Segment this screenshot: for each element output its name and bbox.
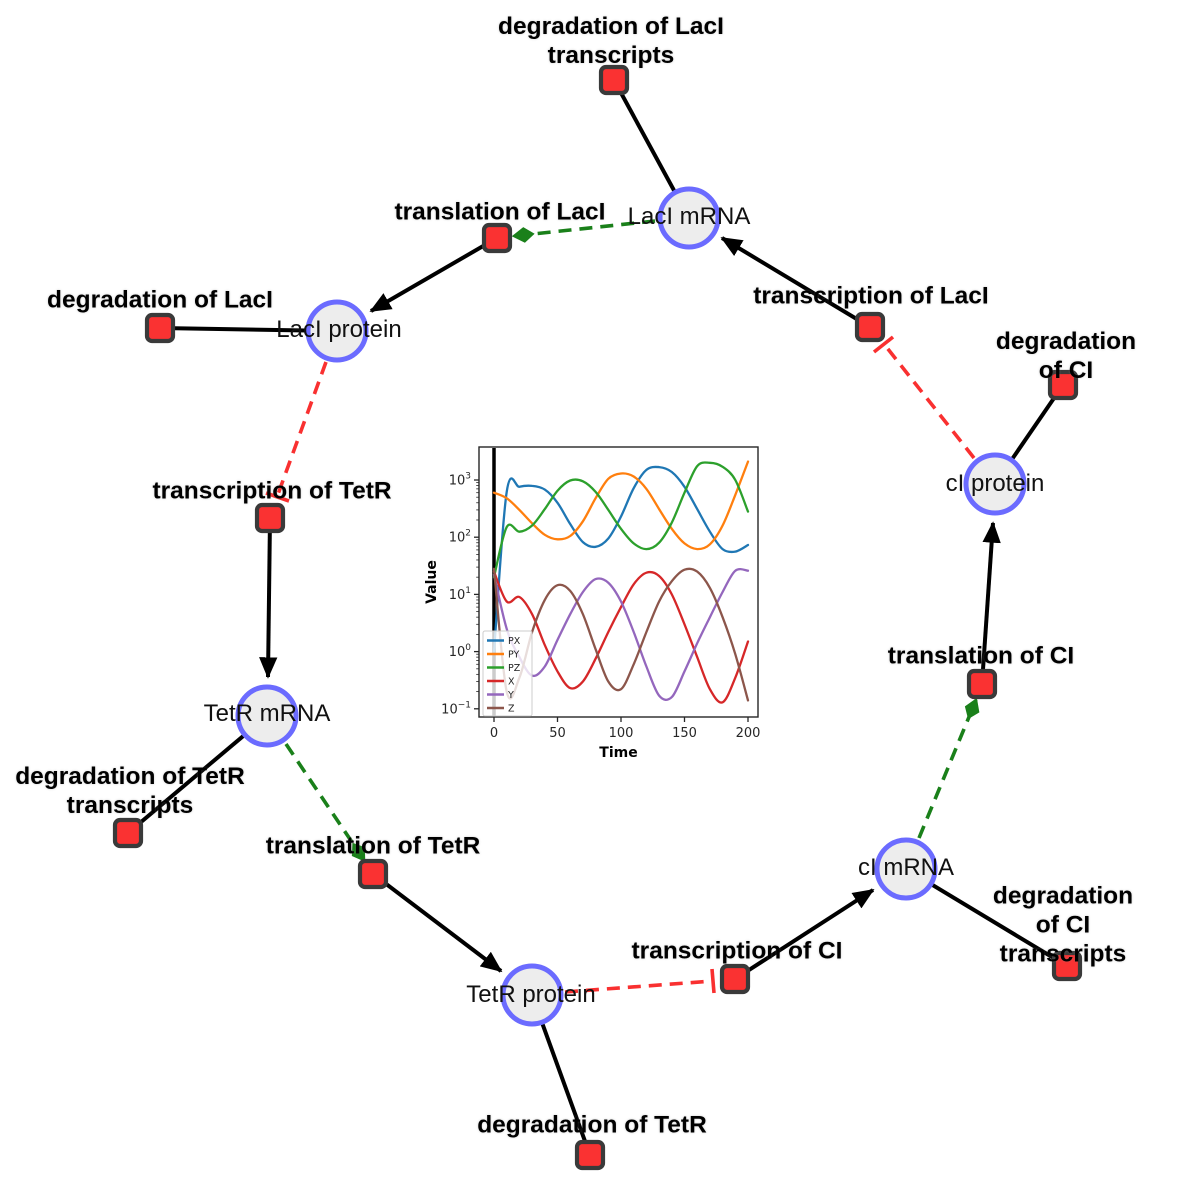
reaction-label-deg-laci: degradation of LacI bbox=[47, 286, 273, 314]
reaction-node-deg-ci bbox=[1047, 369, 1079, 401]
species-node-ci-protein bbox=[963, 452, 1027, 516]
species-label-tetr-mrna: TetR mRNA bbox=[203, 699, 331, 727]
reaction-node-deg-laci bbox=[144, 312, 176, 344]
species-label-tetr-protein: TetR protein bbox=[466, 980, 596, 1008]
inset-chart: 0 50 100 150 20010−1100101102103TimeValuePXP… bbox=[424, 446, 761, 761]
reaction-label-deg-ci: degradation of CI bbox=[995, 328, 1137, 384]
reaction-node-deg-laci-transcripts bbox=[598, 64, 630, 96]
edge-production-transcription-ci bbox=[733, 888, 875, 981]
chart-series-Y bbox=[492, 567, 750, 701]
edge-production-translation-ci bbox=[980, 521, 1001, 685]
chart-y-tick-label: 10−1 bbox=[441, 700, 471, 717]
reaction-node-translation-tetr bbox=[357, 858, 389, 890]
reaction-node-transcription-ci bbox=[719, 963, 751, 995]
tbar-inhibition-tetr-protein bbox=[710, 968, 716, 994]
chart-y-tick-label: 100 bbox=[449, 643, 472, 660]
edge-production-transcription-tetr bbox=[259, 517, 278, 679]
edge-production-translation-laci bbox=[369, 236, 499, 313]
reaction-label-translation-tetr: translation of TetR bbox=[265, 832, 481, 860]
edge-inhibition-tetr-protein-transcription-ci bbox=[564, 979, 714, 994]
reaction-node-deg-ci-transcripts bbox=[1051, 950, 1083, 982]
reaction-label-transcription-ci: transcription of CI bbox=[631, 937, 843, 965]
species-node-laci-protein bbox=[305, 299, 369, 363]
species-label-laci-protein: LacI protein bbox=[276, 315, 402, 343]
chart-legend-label-PZ: PZ bbox=[508, 663, 521, 674]
chart-legend-label-X: X bbox=[508, 677, 515, 688]
edge-modifier-laci-mrna-translation bbox=[511, 219, 656, 243]
reaction-label-transcription-laci: transcription of LacI bbox=[753, 282, 989, 310]
edge-production-transcription-laci bbox=[720, 236, 872, 329]
chart-x-tick-label: 150 bbox=[672, 726, 697, 741]
chart-x-tick-label: 200 bbox=[736, 726, 761, 741]
chart-x-tick-label: 100 bbox=[609, 726, 634, 741]
reaction-node-translation-laci bbox=[481, 222, 513, 254]
species-node-ci-mrna bbox=[874, 837, 938, 901]
edge-inhibition-ci-protein-transcription-laci bbox=[882, 342, 976, 460]
chart-series-PY bbox=[492, 460, 750, 551]
species-node-tetr-protein bbox=[500, 963, 564, 1027]
chart-legend-label-PY: PY bbox=[508, 650, 520, 661]
reaction-node-translation-ci bbox=[966, 668, 998, 700]
reaction-node-transcription-laci bbox=[854, 311, 886, 343]
reaction-label-translation-laci: translation of LacI bbox=[394, 198, 606, 226]
chart-legend: PX PY PZ XYZ bbox=[482, 630, 533, 717]
tbar-inhibition-ci-protein bbox=[872, 335, 895, 354]
reaction-label-deg-laci-transcripts: degradation of LacI transcripts bbox=[498, 13, 724, 69]
species-node-tetr-mrna bbox=[235, 684, 299, 748]
chart-legend-label-PX: PX bbox=[508, 636, 521, 647]
reaction-label-transcription-tetr: transcription of TetR bbox=[152, 477, 392, 505]
reaction-node-deg-tetr bbox=[574, 1139, 606, 1171]
chart-x-tick-label: 50 bbox=[549, 726, 566, 741]
chart-y-tick-label: 101 bbox=[449, 586, 471, 603]
edge-modifier-tetr-mrna-translation bbox=[284, 742, 366, 862]
species-label-laci-mrna: LacI mRNA bbox=[627, 202, 751, 230]
species-label-ci-protein: cI protein bbox=[945, 469, 1045, 497]
chart-series-PX bbox=[492, 465, 750, 653]
edge-inhibition-laci-protein-transcription-tetr bbox=[275, 361, 328, 498]
species-node-laci-mrna bbox=[657, 186, 721, 250]
chart-y-tick-label: 102 bbox=[449, 529, 471, 546]
reaction-node-deg-tetr-transcripts bbox=[112, 817, 144, 849]
edge-production-translation-tetr bbox=[371, 872, 503, 973]
chart-x-tick-label: 0 bbox=[490, 726, 498, 741]
reaction-label-translation-ci: translation of CI bbox=[887, 642, 1075, 670]
chart-legend-label-Y: Y bbox=[507, 690, 514, 701]
chart-ylabel: Value bbox=[424, 560, 440, 604]
chart-legend-label-Z: Z bbox=[508, 704, 515, 715]
reaction-label-deg-tetr-transcripts: degradation of TetR transcripts bbox=[15, 763, 245, 819]
chart-xlabel: Time bbox=[599, 745, 637, 761]
reaction-node-transcription-tetr bbox=[254, 502, 286, 534]
chart-y-tick-label: 103 bbox=[449, 472, 471, 489]
species-label-ci-mrna: cI mRNA bbox=[858, 853, 954, 881]
edge-modifier-ci-mrna-translation bbox=[917, 697, 980, 839]
reaction-label-deg-ci-transcripts: degradation of CI transcripts bbox=[992, 882, 1134, 968]
chart-series-PZ bbox=[492, 461, 750, 579]
reaction-label-deg-tetr: degradation of TetR bbox=[477, 1111, 707, 1139]
tbar-inhibition-laci-protein bbox=[265, 491, 290, 503]
